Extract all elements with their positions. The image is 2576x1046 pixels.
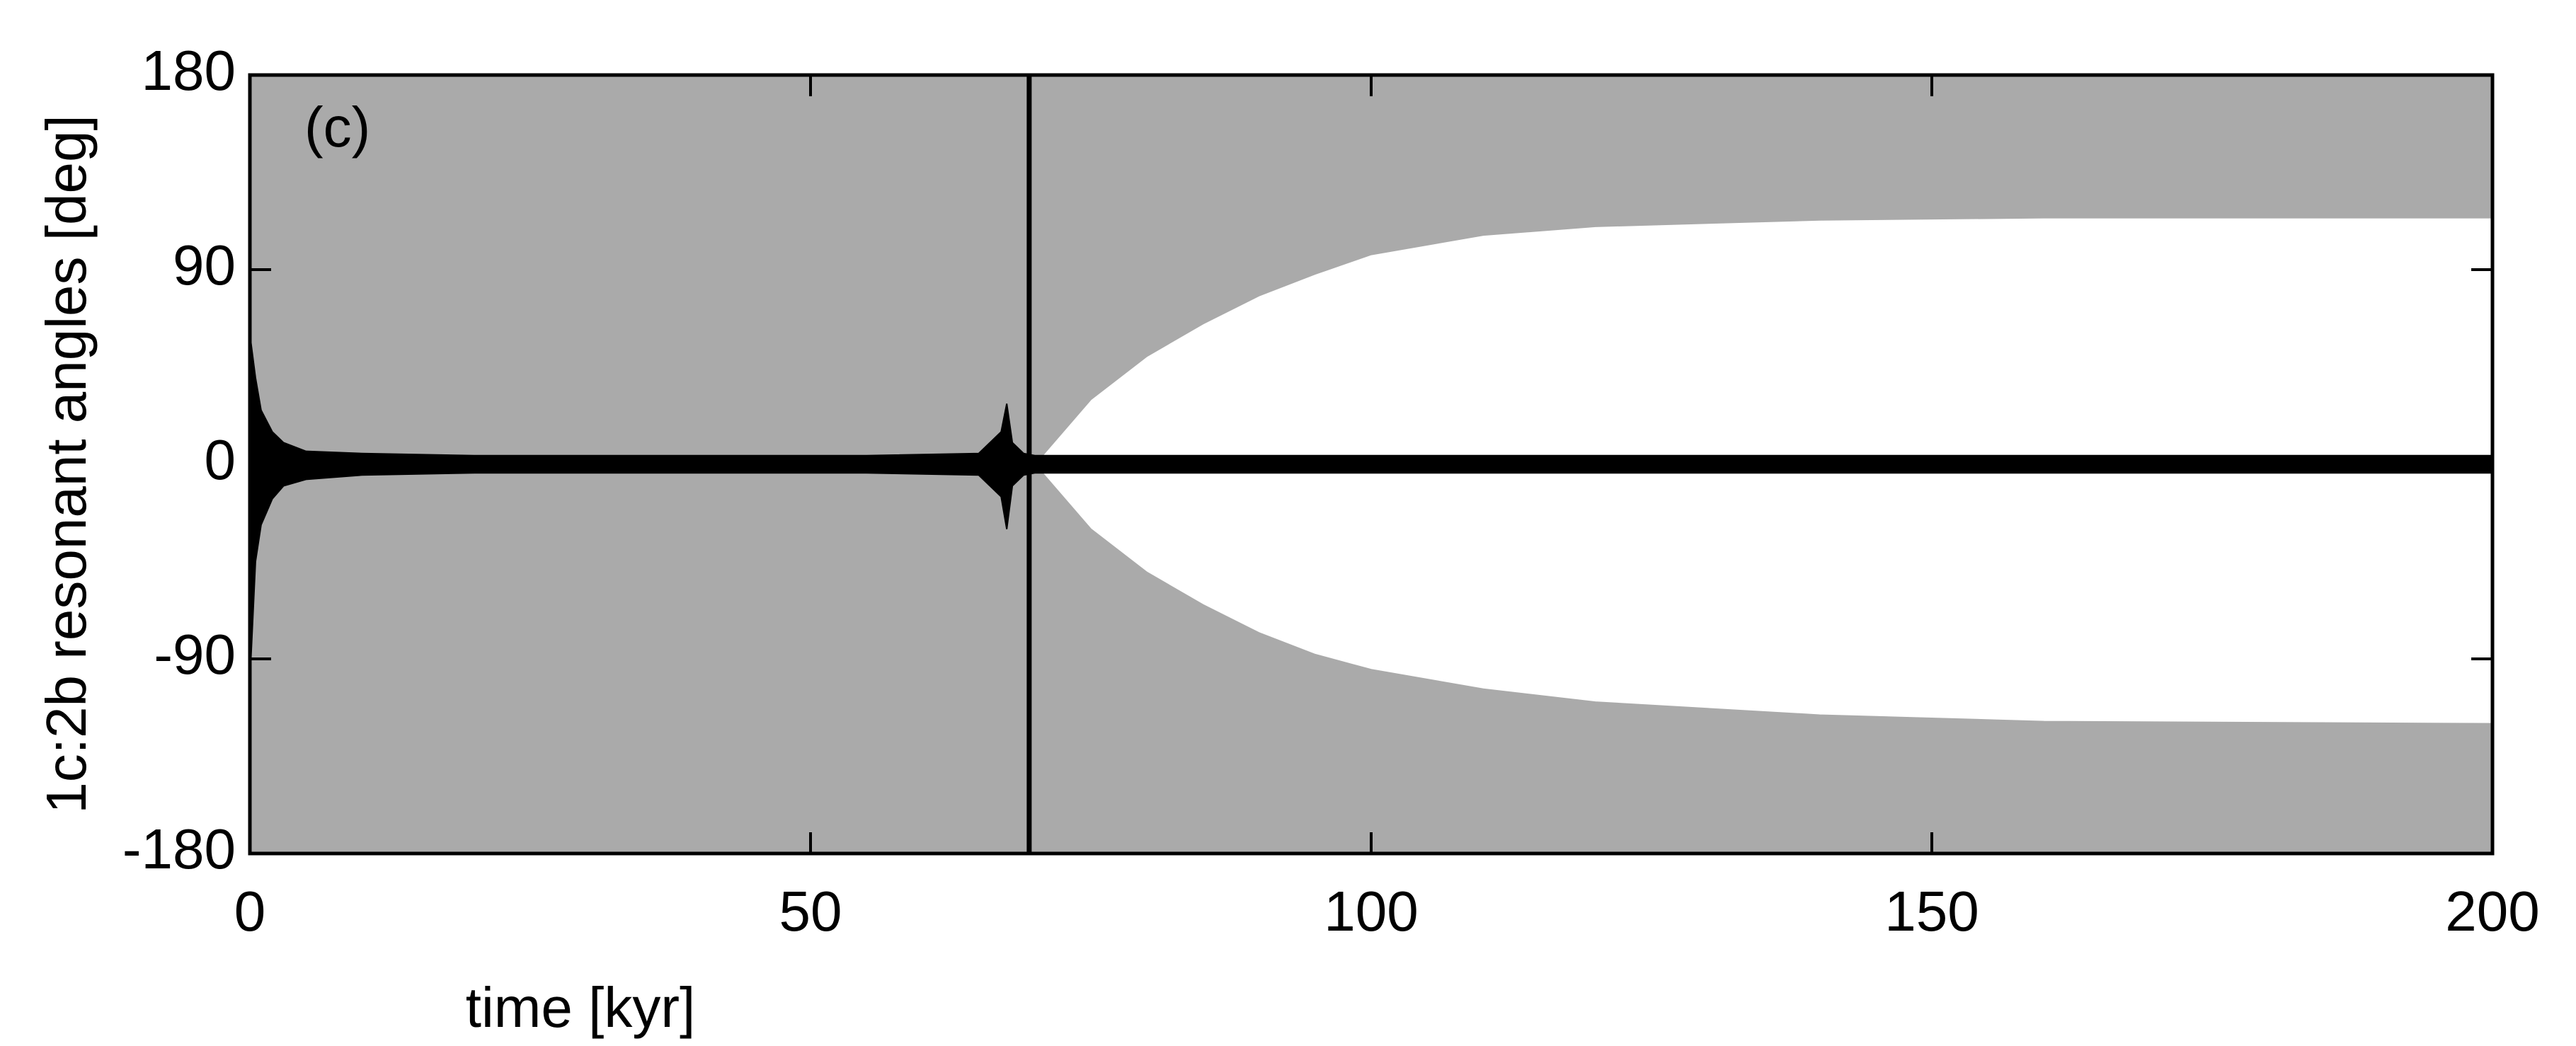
- y-tick-label: -180: [122, 817, 236, 880]
- y-tick-label: 90: [173, 234, 236, 297]
- y-tick-label: 0: [205, 428, 236, 491]
- plot-frame: [248, 73, 2495, 856]
- x-tick-label: 50: [779, 880, 842, 943]
- band: [249, 74, 2493, 465]
- x-tick-label: 150: [1884, 880, 1979, 943]
- x-tick-label: 100: [1324, 880, 1418, 943]
- y-tick-label: 180: [142, 39, 236, 102]
- y-axis-label: 1c:2b resonant angles [deg]: [35, 115, 98, 813]
- band: [249, 464, 2493, 854]
- x-tick-label: 0: [234, 880, 266, 943]
- annotation: (c): [304, 96, 370, 159]
- y-tick-label: -90: [154, 623, 236, 686]
- x-tick-label: 200: [2445, 880, 2539, 943]
- x-axis-label: time [kyr]: [466, 976, 695, 1039]
